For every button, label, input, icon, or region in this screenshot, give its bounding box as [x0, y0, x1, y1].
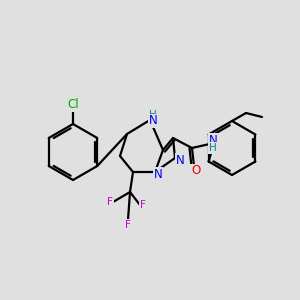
Text: N: N: [176, 154, 184, 166]
Text: F: F: [140, 200, 146, 210]
Text: N: N: [208, 134, 217, 146]
Text: F: F: [125, 220, 131, 230]
Text: N: N: [148, 115, 158, 128]
Text: N: N: [154, 167, 162, 181]
Text: H: H: [149, 110, 157, 120]
Text: Cl: Cl: [67, 98, 79, 112]
Text: O: O: [191, 164, 201, 178]
Text: H: H: [209, 143, 217, 153]
Text: F: F: [107, 197, 113, 207]
